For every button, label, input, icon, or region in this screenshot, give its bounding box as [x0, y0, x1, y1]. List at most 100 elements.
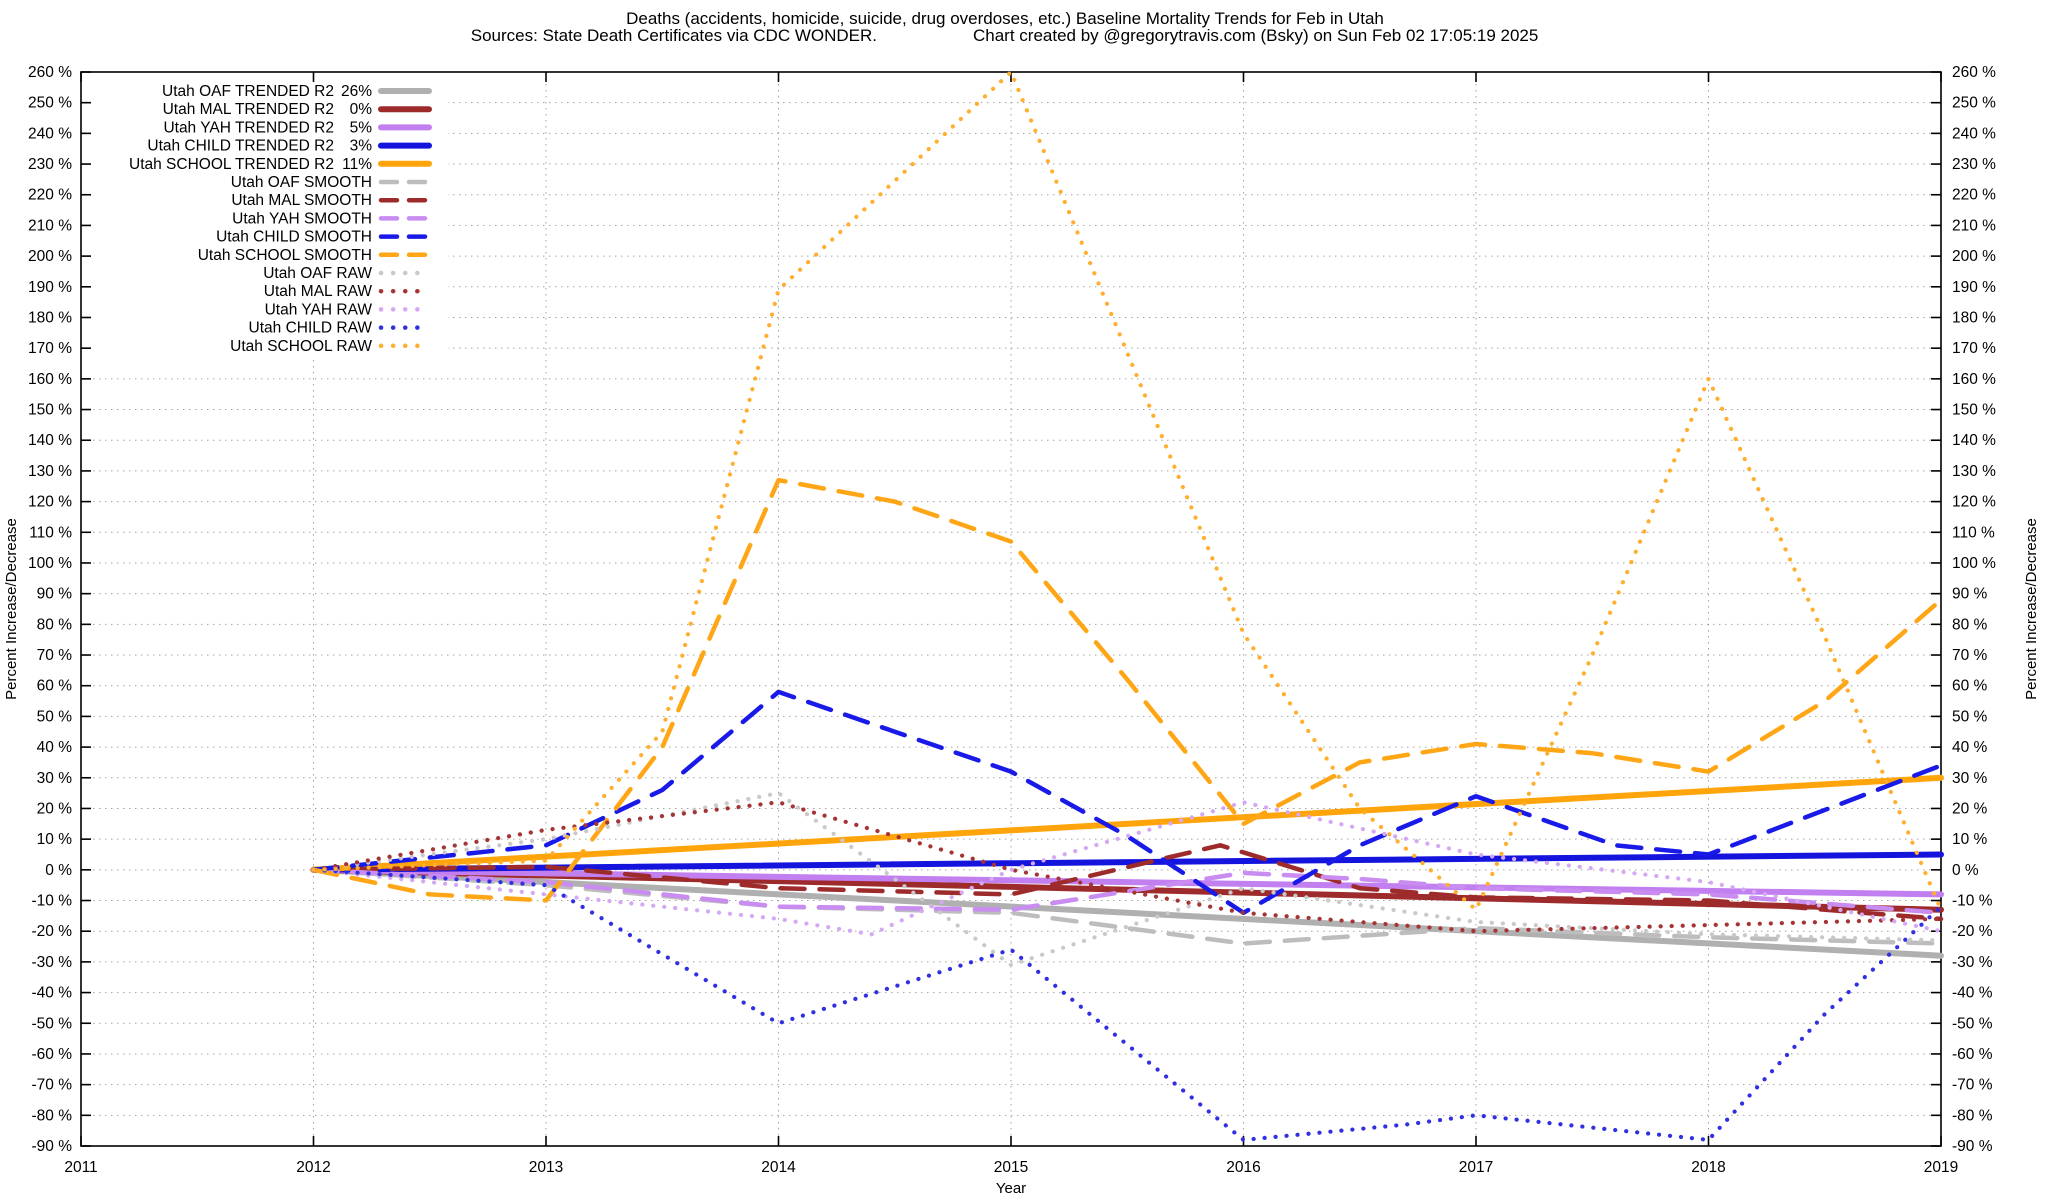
- axes: [80, 71, 1942, 1147]
- svg-text:Utah OAF RAW: Utah OAF RAW: [263, 265, 372, 282]
- series-oaf_raw: [311, 791, 1944, 968]
- series-yah_raw: [311, 800, 1944, 937]
- svg-text:250 %: 250 %: [1952, 95, 1996, 112]
- svg-text:-30 %: -30 %: [32, 954, 73, 971]
- svg-text:-50 %: -50 %: [32, 1015, 73, 1032]
- legend-item-mal_trended: Utah MAL TRENDED R2 0%: [163, 101, 432, 118]
- svg-text:110 %: 110 %: [1952, 524, 1995, 541]
- svg-text:0 %: 0 %: [1952, 862, 1979, 879]
- svg-text:50 %: 50 %: [37, 708, 73, 725]
- y-axis-label-left: Percent Increase/Decrease: [3, 518, 20, 700]
- svg-text:Utah MAL SMOOTH: Utah MAL SMOOTH: [231, 192, 372, 209]
- svg-text:Utah CHILD SMOOTH: Utah CHILD SMOOTH: [216, 229, 372, 246]
- svg-text:170 %: 170 %: [28, 340, 72, 357]
- y-tick-labels-left: -90 % -80 % -70 % -60 % -50 % -40 % -30 % -20 %…: [28, 64, 72, 1155]
- svg-text:130 %: 130 %: [1952, 463, 1996, 480]
- svg-text:240 %: 240 %: [1952, 125, 1996, 142]
- svg-text:Utah MAL TRENDED R2: Utah MAL TRENDED R2: [163, 101, 334, 118]
- svg-text:60 %: 60 %: [1952, 678, 1988, 695]
- chart-title: Deaths (accidents, homicide, suicide, dr…: [626, 9, 1384, 28]
- svg-text:Utah SCHOOL RAW: Utah SCHOOL RAW: [230, 338, 372, 355]
- svg-text:150 %: 150 %: [28, 402, 72, 419]
- svg-text:200 %: 200 %: [1952, 248, 1996, 265]
- svg-text:Utah OAF SMOOTH: Utah OAF SMOOTH: [231, 174, 372, 191]
- chart-credit: Chart created by @gregorytravis.com (Bsk…: [973, 26, 1538, 45]
- x-tick-labels: 2011 2012 2013 2014 2015 2016 2017 2018 2019: [64, 1159, 1958, 1176]
- svg-text:150 %: 150 %: [1952, 402, 1996, 419]
- series-yah_trended: [310, 866, 1944, 898]
- svg-text:Utah CHILD TRENDED R2: Utah CHILD TRENDED R2: [147, 138, 334, 155]
- svg-text:-10 %: -10 %: [1952, 893, 1993, 910]
- svg-text:Utah MAL RAW: Utah MAL RAW: [264, 283, 373, 300]
- svg-text:190 %: 190 %: [1952, 279, 1996, 296]
- legend-item-school_smooth: Utah SCHOOL SMOOTH: [198, 247, 432, 264]
- svg-text:230 %: 230 %: [28, 156, 72, 173]
- series-child_trended: [310, 851, 1944, 873]
- svg-text:Utah CHILD RAW: Utah CHILD RAW: [249, 320, 373, 337]
- y-axis-label-right: Percent Increase/Decrease: [2023, 518, 2040, 700]
- svg-text:-80 %: -80 %: [32, 1107, 73, 1124]
- svg-text:-30 %: -30 %: [1952, 954, 1993, 971]
- svg-text:10 %: 10 %: [37, 831, 73, 848]
- svg-text:50 %: 50 %: [1952, 708, 1988, 725]
- svg-text:40 %: 40 %: [1952, 739, 1988, 756]
- svg-text:-90 %: -90 %: [32, 1138, 73, 1155]
- legend-item-oaf_trended: Utah OAF TRENDED R2 26%: [162, 83, 432, 100]
- x-axis-label: Year: [996, 1180, 1026, 1197]
- svg-text:0 %: 0 %: [45, 862, 72, 879]
- svg-text:260 %: 260 %: [1952, 64, 1996, 81]
- legend-item-yah_trended: Utah YAH TRENDED R2 5%: [163, 119, 432, 136]
- svg-text:20 %: 20 %: [37, 800, 73, 817]
- svg-text:2016: 2016: [1226, 1159, 1260, 1176]
- series-oaf_smooth: [311, 867, 1944, 946]
- legend: Utah OAF TRENDED R2 26%Utah MAL TRENDED R…: [129, 83, 432, 355]
- svg-text:Utah YAH RAW: Utah YAH RAW: [265, 301, 373, 318]
- svg-text:60 %: 60 %: [37, 678, 73, 695]
- svg-text:100 %: 100 %: [1952, 555, 1996, 572]
- svg-text:2011: 2011: [64, 1159, 97, 1176]
- legend-item-yah_smooth: Utah YAH SMOOTH: [232, 210, 432, 227]
- legend-item-oaf_smooth: Utah OAF SMOOTH: [231, 174, 432, 191]
- svg-text:2012: 2012: [296, 1159, 330, 1176]
- svg-text:-70 %: -70 %: [1952, 1077, 1993, 1094]
- svg-text:-40 %: -40 %: [1952, 985, 1993, 1002]
- svg-text:2019: 2019: [1924, 1159, 1958, 1176]
- series-yah_smooth: [311, 867, 1944, 916]
- legend-item-child_raw: Utah CHILD RAW: [249, 320, 432, 337]
- svg-text:11%: 11%: [342, 156, 372, 173]
- svg-text:-80 %: -80 %: [1952, 1107, 1993, 1124]
- svg-text:3%: 3%: [350, 138, 373, 155]
- svg-text:250 %: 250 %: [28, 95, 72, 112]
- svg-text:0%: 0%: [350, 101, 373, 118]
- series-lines: [310, 69, 1944, 1142]
- svg-text:100 %: 100 %: [28, 555, 72, 572]
- chart-sources: Sources: State Death Certificates via CD…: [471, 26, 877, 45]
- series-mal_raw: [311, 800, 1944, 934]
- svg-text:2018: 2018: [1691, 1159, 1725, 1176]
- svg-text:70 %: 70 %: [1952, 647, 1988, 664]
- svg-text:-60 %: -60 %: [32, 1046, 73, 1063]
- svg-text:Utah OAF TRENDED R2: Utah OAF TRENDED R2: [162, 83, 334, 100]
- svg-text:70 %: 70 %: [37, 647, 73, 664]
- svg-text:210 %: 210 %: [28, 217, 72, 234]
- series-oaf_trended: [310, 866, 1944, 959]
- svg-text:26%: 26%: [341, 83, 372, 100]
- svg-text:200 %: 200 %: [28, 248, 72, 265]
- svg-text:-70 %: -70 %: [32, 1077, 73, 1094]
- legend-item-oaf_raw: Utah OAF RAW: [263, 265, 432, 282]
- svg-text:160 %: 160 %: [1952, 371, 1996, 388]
- svg-text:240 %: 240 %: [28, 125, 72, 142]
- svg-text:90 %: 90 %: [37, 586, 73, 603]
- svg-text:-10 %: -10 %: [32, 893, 73, 910]
- svg-text:160 %: 160 %: [28, 371, 72, 388]
- svg-text:10 %: 10 %: [1952, 831, 1988, 848]
- svg-text:260 %: 260 %: [28, 64, 72, 81]
- svg-text:180 %: 180 %: [28, 309, 72, 326]
- svg-text:40 %: 40 %: [37, 739, 73, 756]
- series-child_smooth: [311, 689, 1944, 916]
- svg-text:220 %: 220 %: [1952, 187, 1996, 204]
- series-school_trended: [310, 774, 1944, 873]
- svg-text:5%: 5%: [350, 119, 373, 136]
